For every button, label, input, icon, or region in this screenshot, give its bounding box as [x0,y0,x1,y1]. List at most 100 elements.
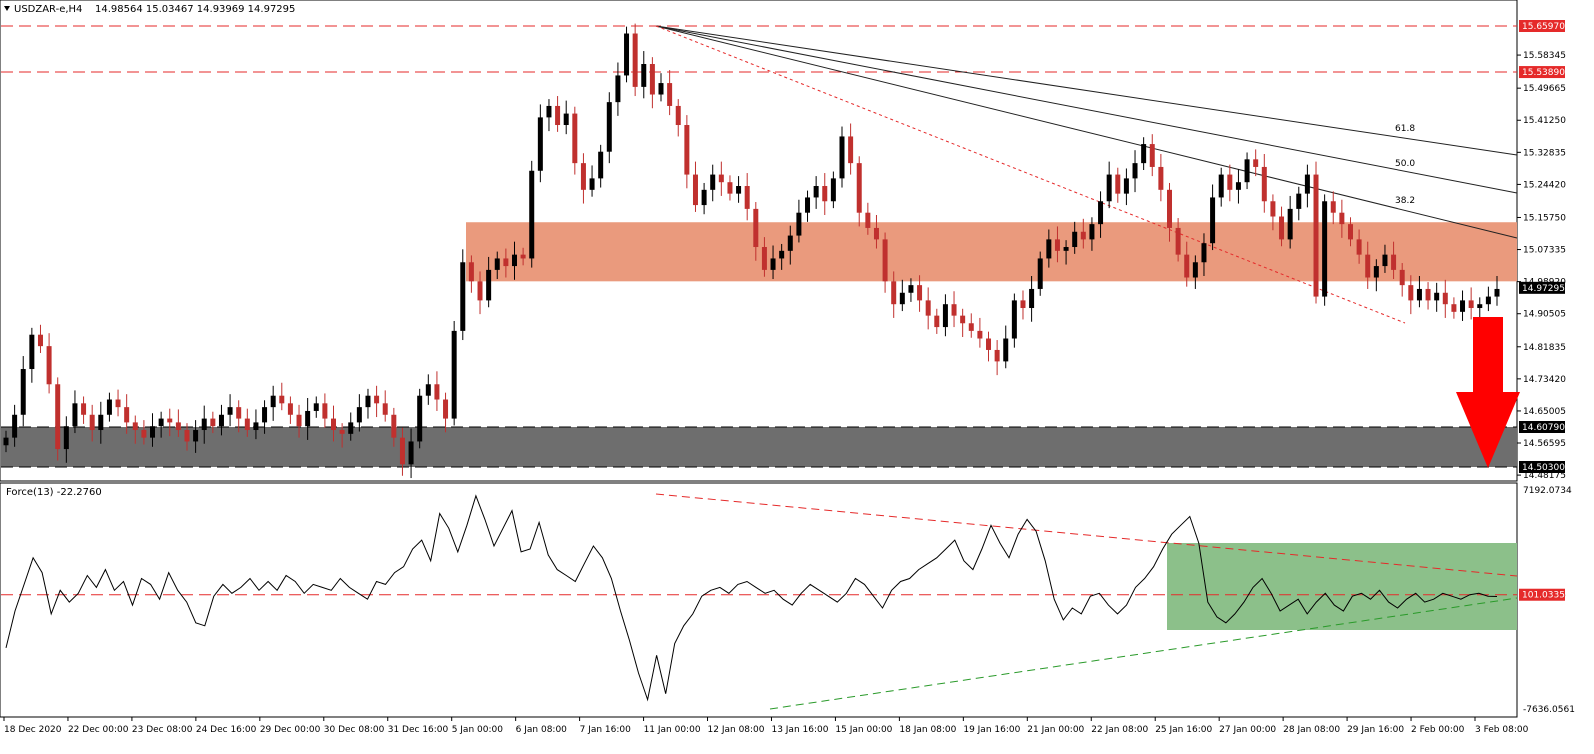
candle-body [1339,212,1345,225]
candle-body [615,75,621,103]
candle-body [848,136,854,164]
candle-body [296,414,302,427]
time-axis-label: 29 Dec 00:00 [260,725,321,735]
candle-body [1330,201,1336,213]
candle-body [399,437,405,465]
time-axis-label: 7 Jan 16:00 [580,725,632,735]
candle-body [744,186,750,209]
candle-body [1149,144,1155,167]
candle-body [1356,239,1362,255]
force-indicator-title: Force(13) -22.2760 [6,487,102,498]
price-axis-label: 14.73420 [1523,375,1566,385]
candle-body [624,33,630,76]
candle-body [977,330,983,339]
candle-body [12,414,18,438]
candle-body [124,407,130,423]
time-axis-label: 30 Dec 08:00 [324,725,385,735]
candle-body [1425,288,1431,301]
price-tag [1519,281,1565,294]
candle-body [98,414,104,431]
candle-body [3,437,9,446]
candle-body [1347,224,1353,240]
candle-body [279,395,285,404]
candle-body [1382,254,1388,267]
time-axis-label: 23 Dec 08:00 [132,725,193,735]
time-axis-label: 22 Dec 00:00 [68,725,129,735]
candle-body [1244,159,1250,183]
candle-body [236,407,242,419]
candle-body [158,418,164,427]
candle-body [1391,254,1397,270]
time-axis-label: 29 Jan 16:00 [1347,725,1404,735]
candle-body [632,33,638,87]
candle-body [408,441,414,465]
candle-body [29,334,35,370]
candle-body [1451,304,1457,312]
fib-label: 38.2 [1395,196,1415,206]
candle-body [1270,201,1276,217]
candle-body [218,414,224,427]
candle-body [1468,300,1474,309]
candle-body [141,430,147,438]
candle-body [132,422,138,431]
candle-body [1123,178,1129,194]
candle-body [1098,201,1104,225]
time-axis-label: 19 Jan 16:00 [963,725,1020,735]
bearish-arrow-icon [1456,317,1520,468]
candle-body [787,235,793,251]
candle-body [1011,300,1017,339]
candle-body [1132,163,1138,179]
candle-body [46,346,52,385]
candle-body [460,262,466,331]
time-axis-label: 24 Dec 16:00 [196,725,257,735]
time-axis-label: 22 Jan 08:00 [1091,725,1148,735]
candle-body [1192,262,1198,278]
time-axis-label: 27 Jan 00:00 [1219,725,1276,735]
candle-body [339,430,345,434]
candle-body [443,399,449,419]
price-axis-label: 15.49665 [1523,84,1566,94]
time-axis-label: 31 Dec 16:00 [388,725,449,735]
candle-body [270,395,276,408]
candle-body [1399,269,1405,286]
time-axis-label: 5 Jan 00:00 [452,725,504,735]
candle-body [1054,239,1060,251]
candle-body [968,323,974,331]
price-axis-label: 15.41250 [1523,116,1566,126]
candle-body [425,384,431,396]
candle-body [150,426,156,438]
candle-body [1477,304,1483,309]
candle-body [1080,231,1086,240]
candle-body [201,418,207,431]
candle-body [899,292,905,305]
force-layer [1,493,1518,710]
candle-body [675,105,681,126]
candle-body [692,174,698,206]
candle-body [391,414,397,438]
candle-body [1029,288,1035,309]
chart-header-ohlc: 14.98564 15.03467 14.93969 14.97295 [95,4,295,15]
time-axis-label: 11 Jan 00:00 [644,725,701,735]
candle-body [598,151,604,179]
candle-body [81,403,87,415]
candle-body [287,403,293,415]
candle-body [1227,174,1233,190]
force-support-trendline [769,597,1518,710]
candle-body [761,247,767,270]
candle-body [891,281,897,305]
force-index-line [5,494,1498,702]
candle-body [1416,288,1422,301]
candle-body [701,189,707,206]
candle-body [839,136,845,179]
candle-body [908,285,914,293]
lines-layer [1,25,1518,468]
time-axis-label: 21 Jan 00:00 [1027,725,1084,735]
candle-body [1089,224,1095,240]
candle-body [434,384,440,400]
candle-body [589,178,595,190]
candle-body [753,208,759,248]
candle-body [649,64,655,95]
candle-body [1072,231,1078,248]
time-axis-label: 25 Jan 16:00 [1155,725,1212,735]
price-tag-label: 15.65970 [1522,22,1565,32]
